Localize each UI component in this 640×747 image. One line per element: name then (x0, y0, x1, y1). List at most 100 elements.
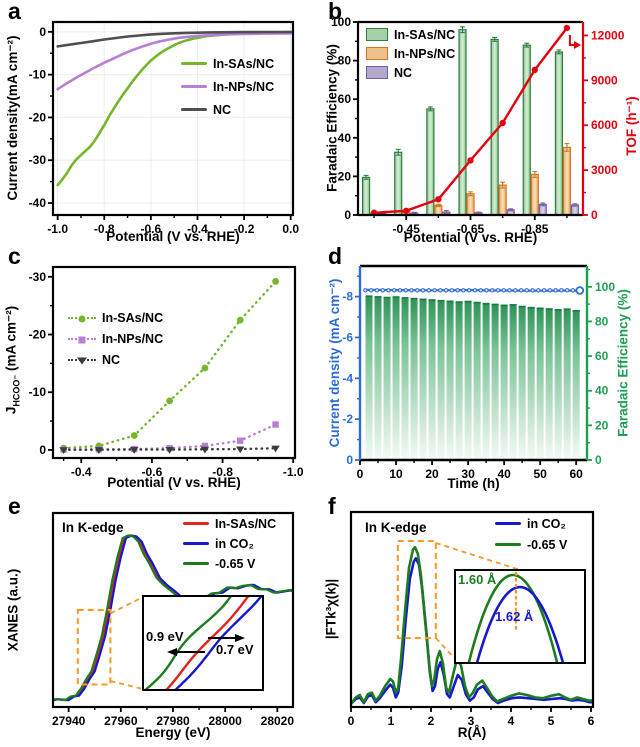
panel-a-letter: a (8, 0, 21, 24)
svg-text:-40: -40 (29, 196, 47, 210)
svg-text:40: 40 (595, 384, 609, 398)
panel-c-letter: c (8, 243, 21, 269)
svg-text:12000: 12000 (591, 28, 625, 42)
panel-f-letter: f (328, 493, 336, 519)
panel-c: c Potential (V vs. RHE) JHCOO⁻ (mA cm⁻²)… (0, 243, 320, 495)
svg-text:2: 2 (428, 714, 435, 728)
panel-c-chart: -0.4 -0.6 -0.8 -1.0 0 -10 -20 -30 (29, 265, 304, 479)
svg-text:28000: 28000 (208, 714, 242, 728)
panel-f-edge-annotation: In K-edge (365, 520, 427, 535)
legend-label: In-NPs/NC (213, 79, 275, 94)
legend-item: NC (366, 64, 455, 81)
panel-e-y-axis-title: XANES (a.u.) (5, 568, 21, 652)
legend-item: in CO₂ (183, 535, 276, 552)
panel-d-letter: d (328, 243, 343, 269)
legend-label: NC (213, 102, 232, 117)
bond-length-green-annotation: 1.60 Å (458, 572, 497, 587)
panel-f-legend: in CO₂ -0.65 V (495, 515, 567, 553)
panel-d-x-axis-title: Time (h) (447, 476, 500, 491)
legend-swatch (183, 541, 209, 546)
panel-e-chart: 27940 27960 27980 28000 28020 (51, 511, 295, 728)
svg-text:30: 30 (461, 467, 475, 481)
svg-text:0: 0 (348, 714, 355, 728)
panel-b-chart: 0 20 40 60 80 100 0 3000 6000 9000 12000 -0.45 -0.65… (331, 15, 625, 236)
svg-text:-0.65: -0.65 (457, 222, 485, 236)
legend-swatch (181, 107, 207, 112)
svg-text:-0.85: -0.85 (521, 222, 549, 236)
svg-text:-0.8: -0.8 (212, 465, 233, 479)
legend-label: In-SAs/NC (215, 516, 277, 531)
svg-text:4: 4 (508, 714, 515, 728)
panel-c-y-axis-title: JHCOO⁻ (mA cm⁻²) (4, 306, 23, 414)
panel-b: b Potential (V vs. RHE) Faradaic Efficie… (320, 0, 640, 245)
svg-text:1: 1 (388, 714, 395, 728)
y-title-sub: HCOO⁻ (11, 374, 22, 407)
panel-f-x-axis-title: R(Å) (457, 725, 487, 740)
shift-0-7ev-annotation: 0.7 eV (216, 642, 254, 657)
svg-text:27980: 27980 (156, 714, 190, 728)
legend-label: -0.65 V (215, 556, 256, 571)
svg-text:3: 3 (468, 714, 475, 728)
svg-text:28020: 28020 (261, 714, 295, 728)
svg-text:0: 0 (346, 453, 353, 467)
panel-f: f R(Å) |FTk³χ(k)| In K-edge 1.60 Å 1.62 … (320, 493, 640, 747)
svg-text:0: 0 (39, 443, 46, 457)
legend-item: NC (68, 351, 163, 368)
panel-e: e Energy (eV) XANES (a.u.) In K-edge 0.9… (0, 493, 320, 747)
legend-item: In-NPs/NC (181, 78, 274, 95)
svg-text:-30: -30 (29, 270, 47, 284)
svg-text:40: 40 (497, 467, 511, 481)
svg-text:27940: 27940 (52, 714, 86, 728)
panel-f-chart: 0 1 2 3 4 5 6 (348, 510, 595, 728)
legend-item: NC (181, 101, 274, 118)
svg-text:-8: -8 (342, 290, 353, 304)
legend-item: In-SAs/NC (366, 26, 455, 43)
svg-text:-1.0: -1.0 (283, 465, 304, 479)
panel-f-y-axis-title: |FTk³χ(k)| (323, 578, 339, 640)
svg-text:100: 100 (331, 15, 351, 29)
panel-a-x-axis-title: Potential (V vs. RHE) (106, 229, 240, 244)
panel-e-x-axis-title: Energy (eV) (135, 725, 211, 740)
legend-swatch (183, 521, 209, 526)
legend-item: In-NPs/NC (68, 330, 163, 347)
svg-text:-0.45: -0.45 (393, 222, 421, 236)
svg-text:20: 20 (595, 418, 609, 432)
svg-text:-0.4: -0.4 (71, 465, 92, 479)
svg-text:10: 10 (389, 467, 403, 481)
panel-b-letter: b (328, 0, 343, 24)
panel-c-x-axis-title: Potential (V vs. RHE) (107, 475, 241, 490)
svg-text:0: 0 (39, 25, 46, 39)
svg-text:60: 60 (570, 467, 584, 481)
triangle-marker-icon (77, 357, 87, 364)
svg-text:-20: -20 (29, 328, 47, 342)
svg-text:27960: 27960 (104, 714, 138, 728)
panel-b-x-axis-title: Potential (V vs. RHE) (403, 230, 538, 245)
legend-label: NC (102, 352, 121, 367)
svg-text:20: 20 (425, 467, 439, 481)
svg-text:6000: 6000 (591, 118, 618, 132)
legend-item: In-NPs/NC (366, 45, 455, 62)
svg-text:40: 40 (338, 131, 352, 145)
svg-text:-0.6: -0.6 (141, 222, 162, 236)
svg-text:-20: -20 (29, 110, 47, 124)
svg-text:-2: -2 (342, 412, 353, 426)
legend-label: In-NPs/NC (102, 331, 164, 346)
panel-d-left-y-axis-title: Current density (mA cm⁻²) (327, 278, 342, 448)
panel-a: a Potential (V vs. RHE) Current density(… (0, 0, 320, 245)
panel-c-legend: In-SAs/NC In-NPs/NC NC (68, 309, 163, 368)
svg-text:100: 100 (595, 280, 615, 294)
svg-text:-10: -10 (29, 68, 47, 82)
svg-text:0: 0 (357, 467, 364, 481)
legend-item: In-SAs/NC (68, 309, 163, 326)
legend-item: in CO₂ (495, 515, 567, 532)
panel-d: d Time (h) Current density (mA cm⁻²) Far… (320, 243, 640, 495)
svg-text:0: 0 (595, 453, 602, 467)
svg-text:3000: 3000 (591, 163, 618, 177)
legend-swatch (183, 561, 209, 566)
circle-marker-icon (78, 315, 86, 322)
svg-text:9000: 9000 (591, 73, 618, 87)
legend-label: In-NPs/NC (394, 46, 456, 61)
panel-e-edge-annotation: In K-edge (62, 520, 124, 535)
panel-e-legend: In-SAs/NC in CO₂ -0.65 V (183, 515, 276, 572)
